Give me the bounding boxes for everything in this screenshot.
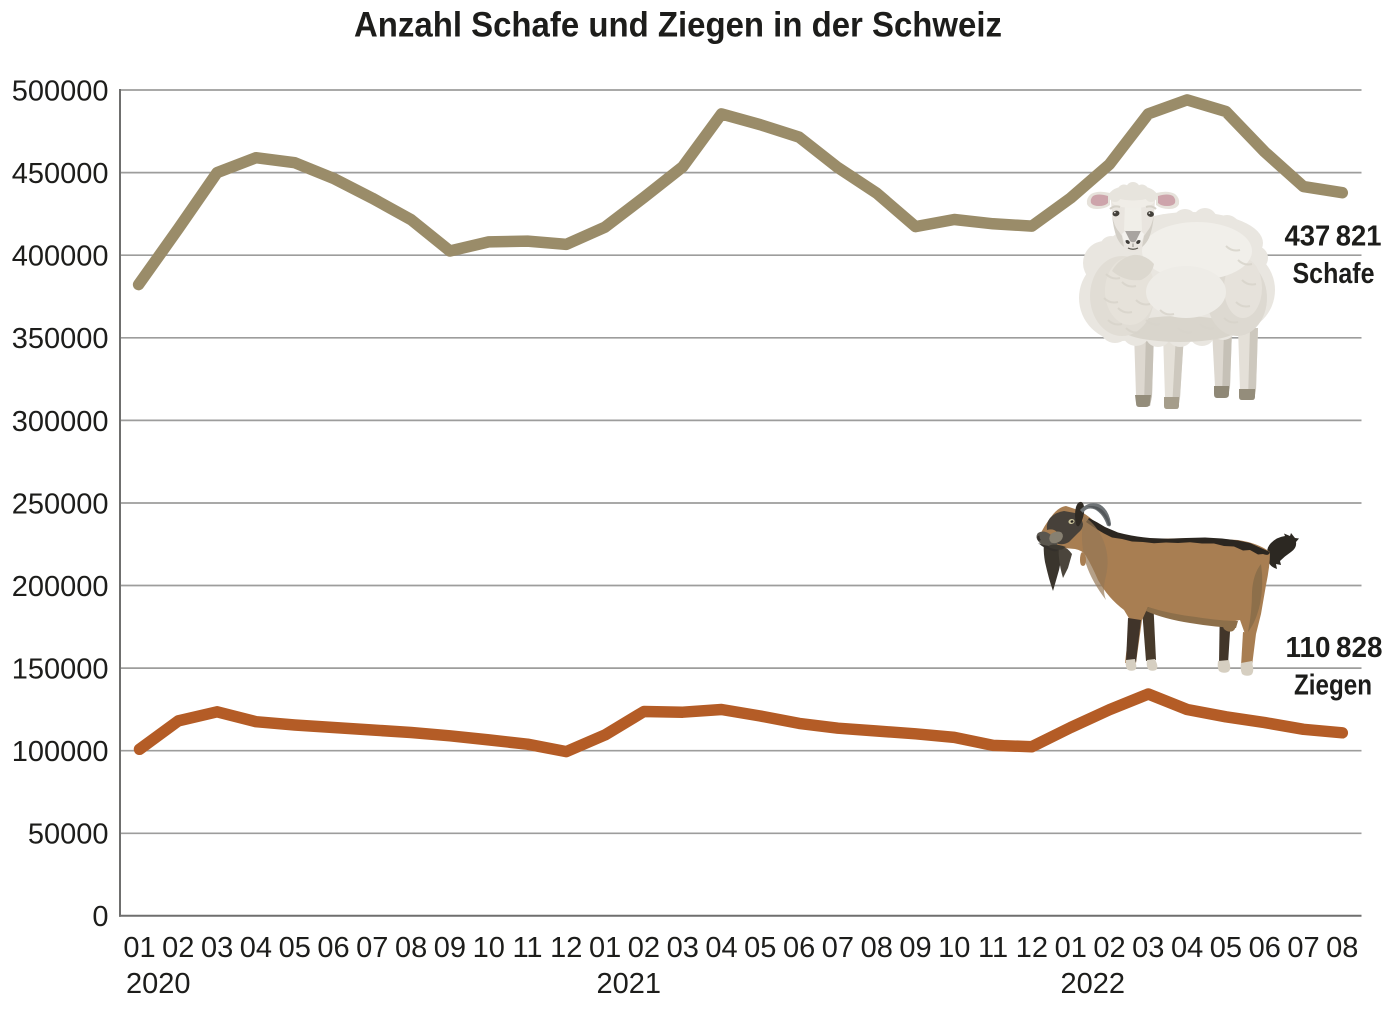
svg-text:01: 01 bbox=[589, 932, 621, 964]
svg-text:07: 07 bbox=[1287, 932, 1319, 964]
svg-text:01: 01 bbox=[123, 932, 155, 964]
svg-text:05: 05 bbox=[744, 932, 776, 964]
svg-text:50000: 50000 bbox=[28, 819, 109, 851]
svg-text:05: 05 bbox=[1210, 932, 1242, 964]
svg-text:06: 06 bbox=[783, 932, 815, 964]
svg-text:03: 03 bbox=[667, 932, 699, 964]
svg-text:03: 03 bbox=[201, 932, 233, 964]
svg-text:12: 12 bbox=[1016, 932, 1048, 964]
svg-text:200000: 200000 bbox=[12, 571, 109, 603]
svg-text:04: 04 bbox=[240, 932, 272, 964]
svg-text:Schafe: Schafe bbox=[1293, 258, 1375, 290]
svg-text:400000: 400000 bbox=[12, 241, 109, 273]
svg-text:500000: 500000 bbox=[12, 75, 109, 107]
svg-text:02: 02 bbox=[162, 932, 194, 964]
svg-text:300000: 300000 bbox=[12, 406, 109, 438]
svg-text:0: 0 bbox=[92, 901, 108, 933]
svg-text:2020: 2020 bbox=[126, 968, 191, 1000]
svg-text:Ziegen: Ziegen bbox=[1294, 669, 1372, 701]
svg-text:437 821: 437 821 bbox=[1285, 221, 1382, 253]
svg-text:01: 01 bbox=[1055, 932, 1087, 964]
svg-text:08: 08 bbox=[395, 932, 427, 964]
svg-text:04: 04 bbox=[705, 932, 737, 964]
svg-text:12: 12 bbox=[550, 932, 582, 964]
svg-text:250000: 250000 bbox=[12, 488, 109, 520]
svg-text:2021: 2021 bbox=[597, 968, 662, 1000]
svg-text:02: 02 bbox=[1093, 932, 1125, 964]
svg-text:150000: 150000 bbox=[12, 654, 109, 686]
svg-text:11: 11 bbox=[978, 932, 1008, 964]
svg-text:07: 07 bbox=[356, 932, 388, 964]
svg-text:05: 05 bbox=[279, 932, 311, 964]
svg-text:07: 07 bbox=[822, 932, 854, 964]
svg-text:09: 09 bbox=[434, 932, 466, 964]
svg-text:11: 11 bbox=[512, 932, 542, 964]
svg-text:09: 09 bbox=[899, 932, 931, 964]
svg-text:08: 08 bbox=[861, 932, 893, 964]
svg-text:04: 04 bbox=[1171, 932, 1203, 964]
svg-text:06: 06 bbox=[1249, 932, 1281, 964]
svg-text:110 828: 110 828 bbox=[1286, 632, 1383, 664]
svg-text:Anzahl Schafe und Ziegen in de: Anzahl Schafe und Ziegen in der Schweiz bbox=[354, 6, 1002, 45]
svg-text:08: 08 bbox=[1326, 932, 1358, 964]
svg-text:10: 10 bbox=[938, 932, 970, 964]
svg-text:2022: 2022 bbox=[1061, 968, 1126, 1000]
svg-text:06: 06 bbox=[317, 932, 349, 964]
svg-text:03: 03 bbox=[1132, 932, 1164, 964]
svg-text:100000: 100000 bbox=[12, 736, 109, 768]
svg-text:450000: 450000 bbox=[12, 158, 109, 190]
svg-text:350000: 350000 bbox=[12, 323, 109, 355]
svg-text:10: 10 bbox=[473, 932, 505, 964]
svg-text:02: 02 bbox=[628, 932, 660, 964]
